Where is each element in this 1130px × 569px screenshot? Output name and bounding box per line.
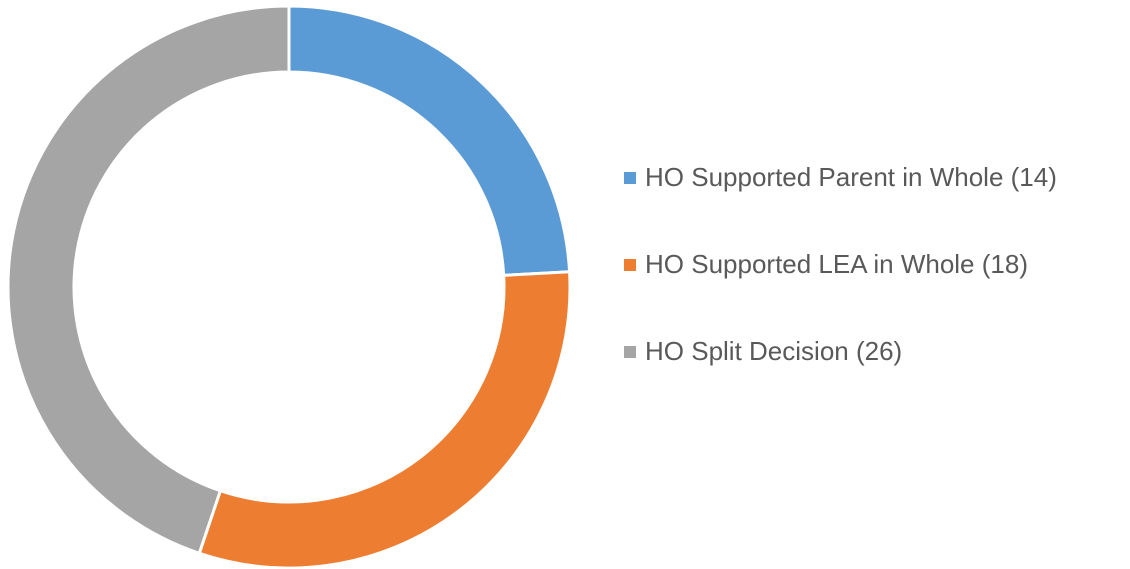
legend-swatch bbox=[624, 172, 636, 184]
legend-item: HO Split Decision (26) bbox=[624, 334, 1124, 369]
legend-item: HO Supported LEA in Whole (18) bbox=[624, 247, 1124, 282]
legend-label: HO Supported Parent in Whole (14) bbox=[645, 162, 1057, 192]
legend-item: HO Supported Parent in Whole (14) bbox=[624, 160, 1124, 195]
donut-segment bbox=[287, 4, 572, 277]
legend-swatch bbox=[624, 346, 636, 358]
legend-label: HO Split Decision (26) bbox=[645, 336, 903, 366]
legend-swatch bbox=[624, 259, 636, 271]
donut-segment bbox=[197, 270, 572, 569]
donut-segment bbox=[6, 4, 291, 556]
legend-label: HO Supported LEA in Whole (18) bbox=[645, 249, 1028, 279]
